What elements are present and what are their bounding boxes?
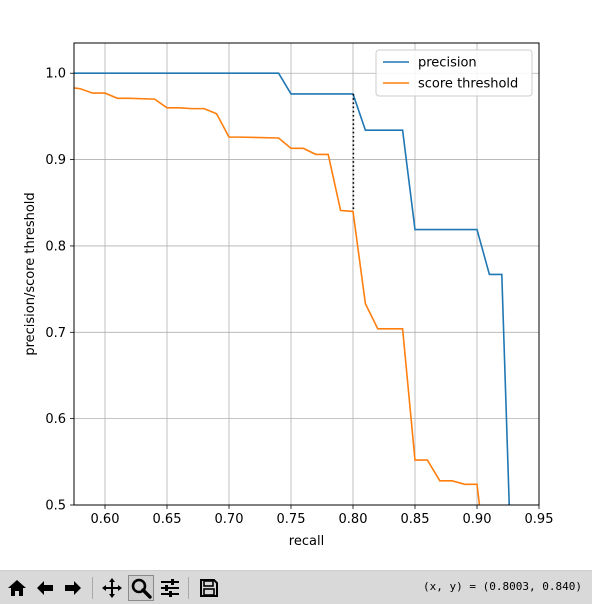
x-tick-label: 0.70 — [215, 512, 244, 527]
series-line-score-threshold — [74, 87, 481, 505]
navigation-toolbar: (x, y) = (0.8003, 0.840) — [0, 570, 592, 604]
save-icon — [200, 579, 218, 597]
x-tick-label: 0.65 — [153, 512, 182, 527]
chart-figure: 0.60 0.65 0.70 0.75 0.80 0.85 0.90 0.95 0.5 0.6 0.… — [23, 42, 554, 549]
x-tick-label: 0.60 — [91, 512, 120, 527]
series-line-precision — [74, 72, 511, 505]
toolbar-separator — [92, 577, 93, 599]
x-tick-label: 0.90 — [463, 512, 492, 527]
configure-subplots-button[interactable] — [157, 575, 183, 601]
x-tick-label: 0.85 — [401, 512, 430, 527]
y-axis-label: precision/score threshold — [23, 192, 38, 355]
pan-icon — [102, 578, 122, 598]
legend-box — [375, 49, 533, 97]
forward-button[interactable] — [60, 575, 86, 601]
ticks: 0.60 0.65 0.70 0.75 0.80 0.85 0.90 0.95 0.5 0.6 0.… — [45, 67, 553, 527]
axes-frame — [73, 42, 540, 506]
home-button[interactable] — [4, 575, 30, 601]
x-tick-label: 0.80 — [339, 512, 368, 527]
save-button[interactable] — [196, 575, 222, 601]
y-tick-label: 0.7 — [45, 326, 66, 341]
y-tick-label: 0.8 — [45, 239, 66, 254]
configure-subplots-icon — [161, 579, 179, 597]
pan-button[interactable] — [99, 575, 125, 601]
series-layer — [74, 72, 511, 505]
y-tick-label: 0.6 — [45, 412, 66, 427]
zoom-button[interactable] — [128, 575, 154, 601]
forward-arrow-icon — [65, 581, 81, 595]
legend-label: precision — [418, 56, 477, 71]
x-tick-label: 0.75 — [277, 512, 306, 527]
x-tick-label: 0.95 — [525, 512, 554, 527]
legend: precision score threshold — [375, 49, 533, 97]
y-tick-label: 0.9 — [45, 153, 66, 168]
y-tick-label: 1.0 — [45, 67, 66, 82]
y-tick-label: 0.5 — [45, 499, 66, 514]
back-arrow-icon — [37, 581, 53, 595]
coordinates-readout: (x, y) = (0.8003, 0.840) — [423, 580, 582, 593]
legend-label: score threshold — [418, 77, 518, 92]
toolbar-separator — [188, 577, 189, 599]
x-axis-label: recall — [289, 534, 324, 549]
home-icon — [8, 580, 26, 596]
zoom-icon — [131, 578, 152, 599]
back-button[interactable] — [32, 575, 58, 601]
